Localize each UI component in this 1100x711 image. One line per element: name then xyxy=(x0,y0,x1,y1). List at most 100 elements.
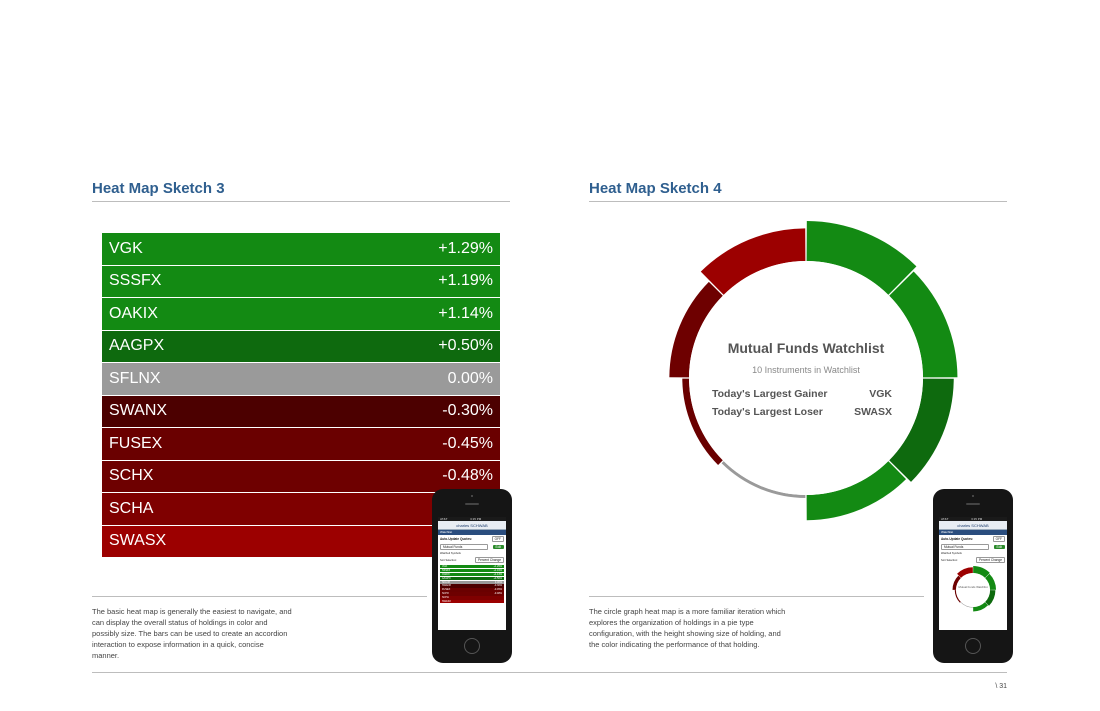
screen-title: Watchlist xyxy=(939,530,1007,535)
heat-map-list: VGK +1.29% SSSFX +1.19% OAKIX +1.14% AAGPX +0.5… xyxy=(102,233,500,558)
heat-map-row[interactable]: OAKIX +1.14% xyxy=(102,298,500,330)
phone-heat-row[interactable]: SCHX -0.48% xyxy=(440,592,504,596)
home-button xyxy=(965,638,981,654)
donut-segment[interactable] xyxy=(889,271,958,378)
phone-heat-row[interactable]: SWANX -0.30% xyxy=(440,584,504,588)
row-change: 0.00% xyxy=(447,369,493,387)
row-change: -0.48% xyxy=(442,467,493,485)
phone-row-change: -0.48% xyxy=(494,592,502,596)
phone-heat-row[interactable]: SSSFX +1.19% xyxy=(440,568,504,573)
row-symbol: FUSEX xyxy=(109,434,163,452)
watchlist-subtitle: 10 Instruments in Watchlist xyxy=(752,365,860,375)
status-bar: AT&T 3:15 PM xyxy=(438,517,506,521)
auto-update-row: Auto-Update Quotes: OFF xyxy=(438,535,506,543)
app-header: charles SCHWAB xyxy=(438,521,506,530)
heat-map-row[interactable]: VGK +1.29% xyxy=(102,233,500,265)
heat-map-row[interactable]: SFLNX 0.00% xyxy=(102,363,500,395)
phone-row-symbol: SWASX xyxy=(442,600,451,604)
row-symbol: SWANX xyxy=(109,402,168,420)
edit-button[interactable]: Edit xyxy=(993,545,1005,549)
donut-segment[interactable] xyxy=(889,378,954,482)
phone-row-symbol: FUSEX xyxy=(442,588,451,592)
auto-update-toggle[interactable]: OFF xyxy=(992,536,1005,542)
row-symbol: SFLNX xyxy=(109,369,161,387)
donut-segment[interactable] xyxy=(669,281,723,378)
phone-heat-row[interactable]: SCHA xyxy=(440,596,504,600)
status-bar: AT&T 3:15 PM xyxy=(939,517,1007,521)
watched-symbols-label: Watched Symbols xyxy=(440,552,461,555)
title-divider xyxy=(92,201,510,202)
fund-type-select[interactable]: Mutual Funds xyxy=(440,544,488,550)
app-header: charles SCHWAB xyxy=(939,521,1007,530)
heat-map-row[interactable]: AAGPX +0.50% xyxy=(102,330,500,362)
row-symbol: SWASX xyxy=(109,532,167,550)
phone-heat-row[interactable]: AAGPX +0.50% xyxy=(440,576,504,581)
phone-row-change: +1.29% xyxy=(493,565,502,568)
auto-update-label: Auto-Update Quotes: xyxy=(941,537,974,541)
edit-button[interactable]: Edit xyxy=(492,545,504,549)
phone-row-change: -0.30% xyxy=(494,584,502,588)
donut-center xyxy=(689,261,923,495)
phone-row-change: +0.50% xyxy=(493,576,502,580)
sort-row: Sort Selection: Percent Change xyxy=(438,556,506,564)
heat-map-row[interactable]: FUSEX -0.45% xyxy=(102,428,500,460)
watchlist-title: Mutual Funds Watchlist xyxy=(728,340,885,356)
sort-label: Sort Selection: xyxy=(941,558,958,562)
row-symbol: SCHX xyxy=(109,467,154,485)
donut-segment[interactable] xyxy=(806,461,907,521)
auto-update-label: Auto-Update Quotes: xyxy=(440,537,473,541)
mini-donut-segment[interactable] xyxy=(960,602,973,608)
mini-donut-segment[interactable] xyxy=(952,575,961,590)
mini-donut-segment[interactable] xyxy=(954,590,961,603)
clock: 3:15 PM xyxy=(971,517,983,521)
sort-select[interactable]: Percent Change xyxy=(975,557,1005,563)
phone-speaker xyxy=(465,503,479,505)
row-change: +1.29% xyxy=(438,239,493,257)
section-title-heat-map-3: Heat Map Sketch 3 xyxy=(92,180,225,197)
phone-heat-row[interactable]: VGK +1.29% xyxy=(440,565,504,569)
phone-mockup-list: AT&T 3:15 PM charles SCHWAB Watchlist Au… xyxy=(432,489,512,663)
phone-camera xyxy=(471,495,473,497)
phone-row-symbol: SCHA xyxy=(442,596,449,600)
row-change: +1.19% xyxy=(438,272,493,290)
section-divider xyxy=(589,596,924,597)
phone-heat-row[interactable]: SWASX xyxy=(440,600,504,604)
phone-heat-row[interactable]: FUSEX -0.45% xyxy=(440,588,504,592)
donut-segment[interactable] xyxy=(682,378,723,466)
phone-row-change: +1.19% xyxy=(493,568,502,572)
phone-screen: AT&T 3:15 PM charles SCHWAB Watchlist Au… xyxy=(438,517,506,630)
watched-symbols-label: Watched Symbols xyxy=(941,552,962,555)
donut-segment[interactable] xyxy=(806,221,917,295)
clock: 3:15 PM xyxy=(470,517,482,521)
phone-speaker xyxy=(966,503,980,505)
filter-row: Mutual Funds Edit xyxy=(939,543,1007,551)
auto-update-toggle[interactable]: OFF xyxy=(491,536,504,542)
phone-row-symbol: SFLNX xyxy=(442,580,451,584)
mini-donut-segment[interactable] xyxy=(957,567,973,578)
row-symbol: OAKIX xyxy=(109,304,158,322)
loser-value: SWASX xyxy=(854,406,892,418)
section-divider xyxy=(92,596,427,597)
phone-row-symbol: OAKIX xyxy=(442,572,450,576)
screen-title: Watchlist xyxy=(438,530,506,535)
mini-donut-segment[interactable] xyxy=(973,566,990,578)
donut-segment[interactable] xyxy=(700,228,806,295)
mini-donut-segment[interactable] xyxy=(985,573,997,590)
phone-heat-list: VGK +1.29% SSSFX +1.19% OAKIX +1.14% AAGPX +0.5… xyxy=(438,564,506,605)
row-change: -0.45% xyxy=(442,434,493,452)
phone-row-symbol: SCHX xyxy=(442,592,449,596)
heat-map-row[interactable]: SWANX -0.30% xyxy=(102,395,500,427)
mini-donut-segment[interactable] xyxy=(985,590,996,606)
mini-donut-segment[interactable] xyxy=(973,602,989,612)
phone-row-change: +1.14% xyxy=(493,572,502,576)
phone-heat-row[interactable]: SFLNX 0.00% xyxy=(440,580,504,584)
sort-select[interactable]: Percent Change xyxy=(474,557,504,563)
heat-map-row[interactable]: SSSFX +1.19% xyxy=(102,265,500,297)
phone-heat-row[interactable]: OAKIX +1.14% xyxy=(440,572,504,577)
title-divider xyxy=(589,201,1007,202)
fund-type-select[interactable]: Mutual Funds xyxy=(941,544,989,550)
phone-row-symbol: SSSFX xyxy=(442,568,451,572)
circle-heat-map: Mutual Funds Watchlist 10 Instruments in… xyxy=(669,221,958,521)
sort-row: Sort Selection: Percent Change xyxy=(939,556,1007,564)
heat-map-row[interactable]: SCHX -0.48% xyxy=(102,460,500,492)
